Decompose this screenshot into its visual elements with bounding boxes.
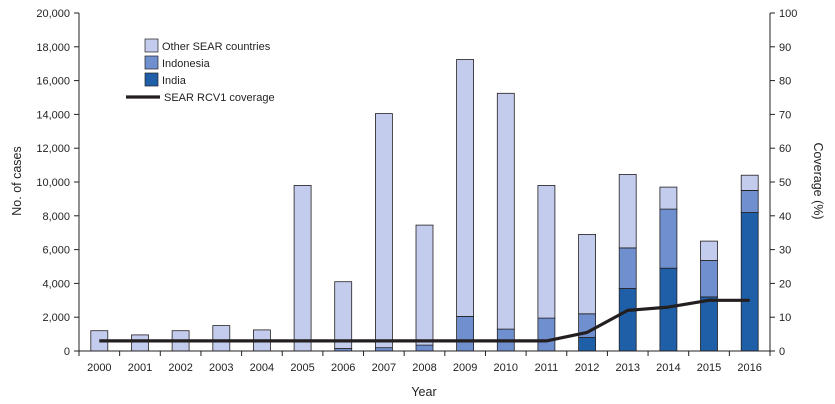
x-tick-label: 2002: [168, 362, 192, 374]
x-tick-label: 2004: [250, 362, 274, 374]
y-tick-label-left: 2,000: [42, 312, 70, 324]
y-tick-label-left: 16,000: [36, 76, 70, 88]
x-tick-label: 2015: [697, 362, 721, 374]
bar-india-2014: [659, 267, 678, 352]
x-tick-label: 2003: [209, 362, 233, 374]
bar-indonesia-2016: [740, 190, 759, 213]
bar-other-sear-countries-2015: [700, 240, 718, 261]
legend-swatch-india: [144, 72, 159, 87]
y-tick-label-right: 40: [779, 211, 791, 223]
x-tick-label: 2011: [535, 362, 559, 374]
bar-other-sear-countries-2010: [496, 92, 515, 330]
bar-india-2016: [740, 211, 759, 352]
legend-swatch-indonesia: [144, 55, 159, 70]
y-tick-label-right: 70: [779, 109, 791, 121]
x-tick-label: 2014: [656, 362, 680, 374]
bar-india-2013: [618, 288, 637, 352]
x-tick-label: 2009: [453, 362, 477, 374]
bar-other-sear-countries-2012: [578, 233, 596, 315]
legend-label-coverage: SEAR RCV1 coverage: [164, 92, 275, 104]
bar-indonesia-2013: [618, 247, 637, 289]
bar-other-sear-countries-2013: [618, 173, 637, 249]
x-tick-label: 2005: [290, 362, 314, 374]
bar-other-sear-countries-2001: [131, 334, 149, 352]
y-tick-label-right: 100: [779, 8, 797, 20]
x-tick-label: 2013: [615, 362, 639, 374]
y-tick-label-left: 12,000: [36, 143, 70, 155]
coverage-line: [99, 298, 750, 343]
bar-indonesia-2014: [659, 208, 678, 269]
bar-indonesia-2008: [415, 344, 434, 352]
x-tick-label: 2016: [737, 362, 761, 374]
y-tick-label-left: 4,000: [42, 278, 70, 290]
bar-other-sear-countries-2008: [415, 224, 434, 346]
bar-other-sear-countries-2011: [537, 184, 556, 319]
y-tick-label-left: 20,000: [36, 8, 70, 20]
y-tick-label-right: 80: [779, 76, 791, 88]
y-tick-label-right: 30: [779, 245, 791, 257]
bar-other-sear-countries-2014: [659, 186, 678, 210]
bar-indonesia-2007: [374, 347, 393, 352]
y-tick-label-right: 0: [779, 346, 785, 358]
x-tick-label: 2001: [128, 362, 152, 374]
bar-indonesia-2011: [537, 317, 556, 352]
y-tick-label-right: 60: [779, 143, 791, 155]
y-tick-label-right: 20: [779, 278, 791, 290]
bar-other-sear-countries-2003: [212, 325, 231, 352]
legend-swatch-other-sear: [144, 38, 159, 53]
y-axis-title: No. of cases: [10, 146, 24, 215]
bar-other-sear-countries-2005: [293, 184, 312, 352]
legend-label-indonesia: Indonesia: [162, 58, 211, 70]
ticks-layer: 0 0 2,000 10 4,000 20 6,000 30 8,000 40 10,000 50 12…: [36, 8, 797, 374]
bar-other-sear-countries-2016: [740, 174, 759, 191]
y-tick-label-left: 10,000: [36, 177, 70, 189]
bar-india-2015: [700, 296, 718, 352]
x-tick-label: 2010: [494, 362, 518, 374]
bar-other-sear-countries-2009: [456, 59, 475, 317]
legend-label-other-sear: Other SEAR countries: [162, 41, 271, 53]
y-tick-label-left: 18,000: [36, 42, 70, 54]
y-axis-right-title: Coverage (%): [811, 142, 825, 219]
bar-other-sear-countries-2007: [374, 113, 393, 349]
x-axis-title: Year: [411, 385, 436, 399]
y-tick-label-left: 8,000: [42, 211, 70, 223]
x-tick-label: 2007: [372, 362, 396, 374]
y-tick-label-left: 6,000: [42, 245, 70, 257]
x-tick-label: 2006: [331, 362, 355, 374]
bar-indonesia-2009: [456, 315, 475, 352]
y-tick-label-right: 90: [779, 42, 791, 54]
legend-label-india: India: [162, 75, 187, 87]
x-tick-label: 2000: [87, 362, 111, 374]
legend: Other SEAR countries Indonesia India SEA…: [126, 38, 275, 104]
bar-indonesia-2015: [700, 260, 718, 298]
x-tick-label: 2008: [412, 362, 436, 374]
y-tick-label-right: 10: [779, 312, 791, 324]
y-tick-label-left: 0: [64, 346, 70, 358]
x-tick-label: 2012: [575, 362, 599, 374]
bar-other-sear-countries-2006: [334, 281, 353, 349]
y-tick-label-left: 14,000: [36, 109, 70, 121]
bars-layer: [90, 59, 759, 352]
y-tick-label-right: 50: [779, 177, 791, 189]
bar-india-2012: [578, 337, 596, 352]
